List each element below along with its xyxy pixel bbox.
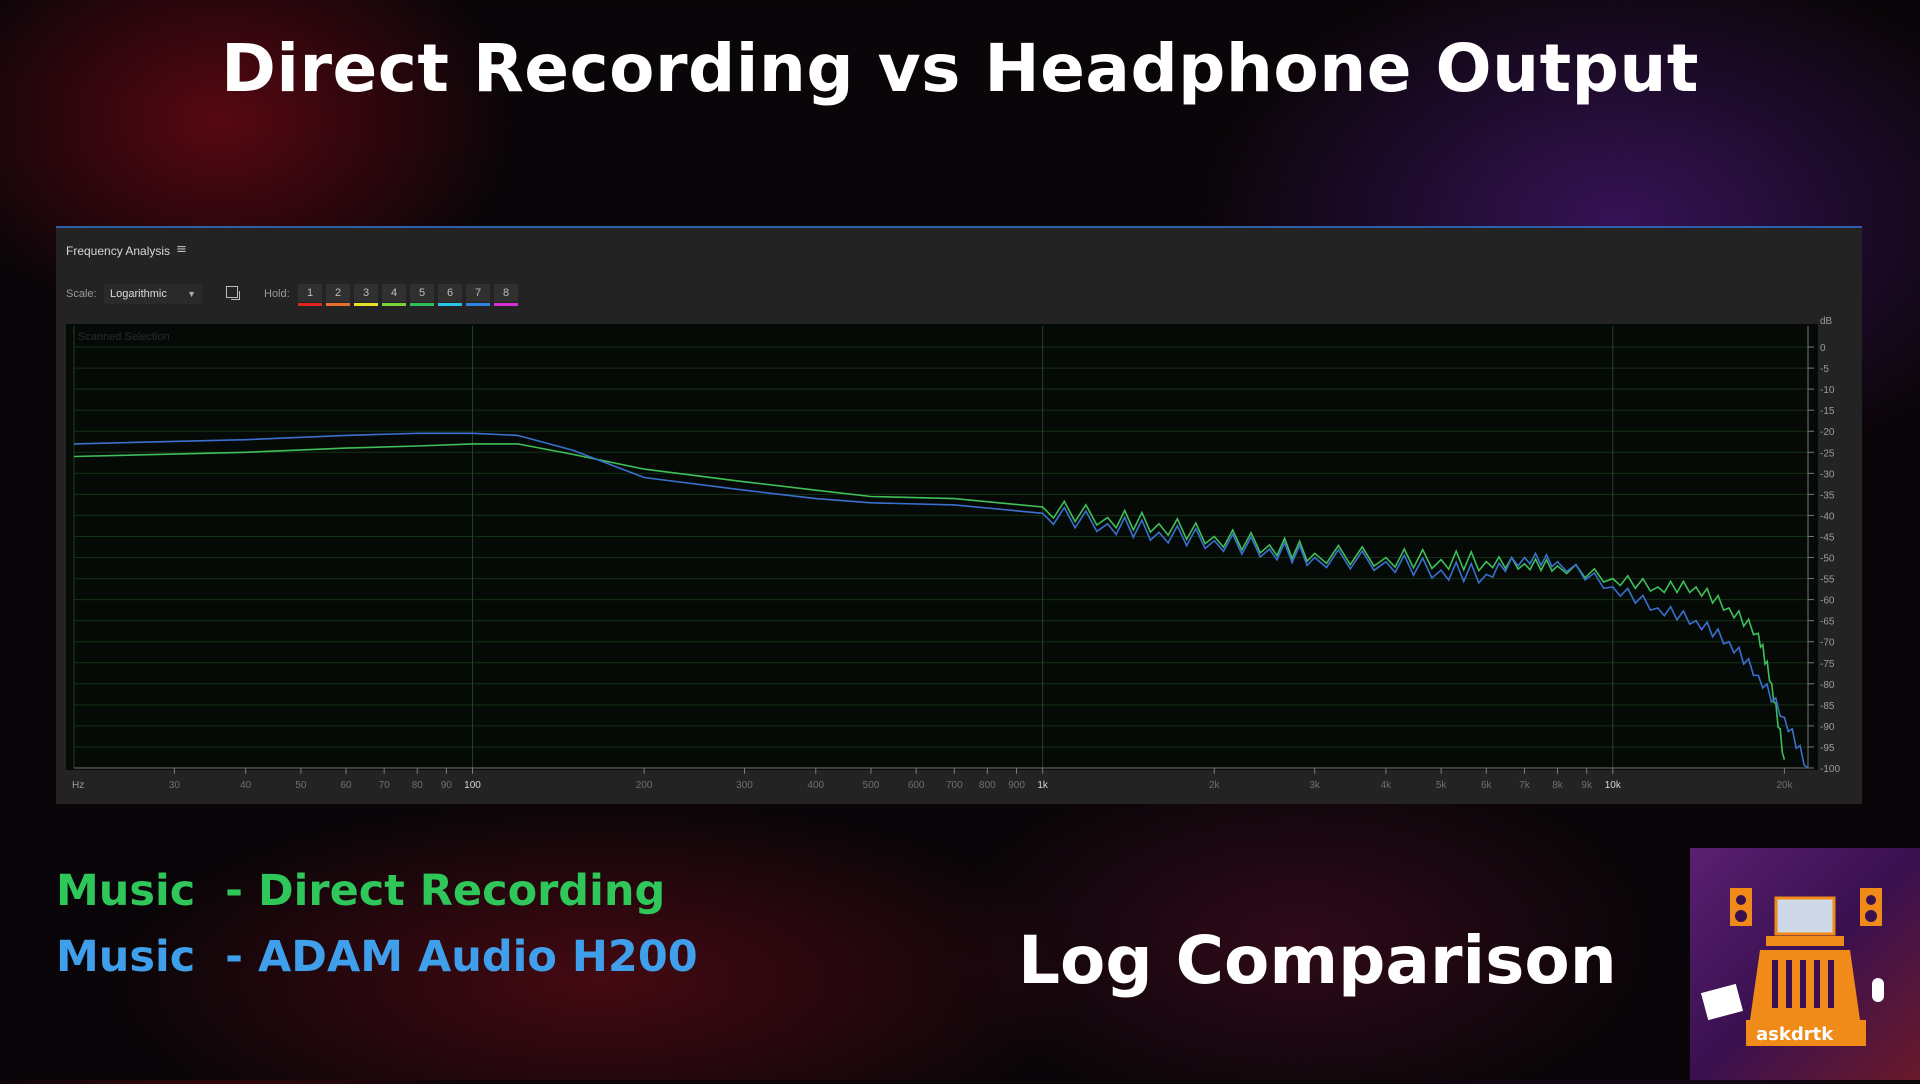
x-tick-label: 10k — [1605, 780, 1622, 791]
x-tick-label: 500 — [863, 780, 880, 791]
x-tick-label: 700 — [946, 780, 963, 791]
y-tick-label: -70 — [1820, 638, 1835, 649]
hold-button-4[interactable]: 4 — [382, 284, 406, 306]
page-title: Direct Recording vs Headphone Output — [221, 30, 1699, 107]
x-tick-label: 400 — [807, 780, 824, 791]
x-tick-label: 20k — [1776, 780, 1793, 791]
logo-text: askdrtk — [1756, 1024, 1834, 1045]
frequency-analysis-panel: Frequency Analysis ≡ Scale: Logarithmic … — [56, 226, 1862, 804]
y-tick-label: -100 — [1820, 764, 1840, 775]
x-tick-label: 7k — [1519, 780, 1531, 791]
x-tick-label: 3k — [1309, 780, 1321, 791]
y-unit-label: dB — [1820, 316, 1833, 327]
hold-color-bar — [494, 303, 518, 306]
askdrtk-logo: askdrtk — [1690, 848, 1920, 1080]
legend-direct-recording: Music - Direct Recording — [56, 866, 666, 916]
series-line-2 — [73, 432, 1809, 769]
x-tick-label: 200 — [636, 780, 653, 791]
x-tick-label: 600 — [908, 780, 925, 791]
menu-icon[interactable]: ≡ — [176, 242, 187, 257]
hold-button-label: 4 — [390, 287, 398, 299]
hold-color-bar — [354, 303, 378, 306]
hold-color-bar — [466, 303, 490, 306]
hold-color-bar — [438, 303, 462, 306]
series-line-1 — [73, 443, 1786, 760]
x-tick-label: 800 — [979, 780, 996, 791]
x-tick-label: 70 — [379, 780, 391, 791]
log-comparison-label: Log Comparison — [1018, 922, 1617, 999]
y-tick-label: -5 — [1820, 364, 1829, 375]
panel-title: Frequency Analysis — [66, 244, 171, 258]
y-tick-label: 0 — [1820, 343, 1826, 354]
hold-button-2[interactable]: 2 — [326, 284, 350, 306]
y-tick-label: -75 — [1820, 659, 1835, 670]
hold-button-5[interactable]: 5 — [410, 284, 434, 306]
hold-color-bar — [326, 303, 350, 306]
hold-button-8[interactable]: 8 — [494, 284, 518, 306]
y-tick-label: -60 — [1820, 596, 1835, 607]
x-tick-label: 300 — [736, 780, 753, 791]
hold-button-label: 5 — [418, 287, 426, 299]
scale-label: Scale: — [66, 288, 97, 300]
x-tick-label: 80 — [412, 780, 424, 791]
y-tick-label: -40 — [1820, 511, 1835, 522]
hold-color-bar — [382, 303, 406, 306]
hold-button-label: 7 — [474, 287, 482, 299]
x-tick-label: 30 — [169, 780, 181, 791]
scale-value: Logarithmic — [110, 288, 167, 300]
hold-button-label: 6 — [446, 287, 454, 299]
scanned-selection-label: Scanned Selection — [78, 331, 170, 343]
hold-button-3[interactable]: 3 — [354, 284, 378, 306]
logo-graphic — [1700, 888, 1884, 1046]
x-tick-label: 90 — [441, 780, 453, 791]
y-tick-label: -15 — [1820, 406, 1835, 417]
y-tick-label: -45 — [1820, 532, 1835, 543]
x-tick-label: 900 — [1008, 780, 1025, 791]
hold-button-label: 3 — [362, 287, 370, 299]
scale-dropdown[interactable]: Logarithmic ▼ — [104, 284, 202, 304]
y-tick-label: -30 — [1820, 469, 1835, 480]
hold-color-bar — [298, 303, 322, 306]
loop-selection-icon[interactable] — [226, 286, 240, 300]
chevron-down-icon: ▼ — [187, 289, 196, 299]
hold-button-label: 8 — [502, 287, 510, 299]
y-tick-label: -55 — [1820, 575, 1835, 586]
y-tick-label: -50 — [1820, 554, 1835, 565]
y-tick-label: -65 — [1820, 617, 1835, 628]
hold-color-bar — [410, 303, 434, 306]
x-tick-label: 100 — [464, 780, 481, 791]
y-tick-label: -80 — [1820, 680, 1835, 691]
hold-label: Hold: — [264, 288, 290, 300]
legend-adam-audio: Music - ADAM Audio H200 — [56, 932, 698, 982]
x-tick-label: 4k — [1381, 780, 1393, 791]
y-tick-label: -95 — [1820, 743, 1835, 754]
x-tick-label: 1k — [1037, 780, 1049, 791]
hold-button-6[interactable]: 6 — [438, 284, 462, 306]
y-tick-label: -90 — [1820, 722, 1835, 733]
y-tick-label: -35 — [1820, 490, 1835, 501]
hold-button-label: 2 — [334, 287, 342, 299]
hold-button-label: 1 — [306, 287, 314, 299]
x-tick-label: 9k — [1581, 780, 1593, 791]
x-tick-label: 6k — [1481, 780, 1493, 791]
y-tick-label: -20 — [1820, 427, 1835, 438]
y-tick-label: -10 — [1820, 385, 1835, 396]
hold-button-1[interactable]: 1 — [298, 284, 322, 306]
x-unit-label: Hz — [72, 780, 84, 791]
x-tick-label: 40 — [240, 780, 252, 791]
y-tick-label: -85 — [1820, 701, 1835, 712]
hold-button-7[interactable]: 7 — [466, 284, 490, 306]
x-tick-label: 8k — [1552, 780, 1564, 791]
y-tick-label: -25 — [1820, 448, 1835, 459]
x-tick-label: 50 — [295, 780, 307, 791]
x-tick-label: 2k — [1209, 780, 1221, 791]
plot-background — [66, 324, 1818, 770]
frequency-graph: Scanned Selection 0 -5 -10 -15 -20 -25 -30 -35 -4… — [66, 316, 1840, 791]
x-tick-label: 5k — [1436, 780, 1448, 791]
x-tick-label: 60 — [340, 780, 352, 791]
